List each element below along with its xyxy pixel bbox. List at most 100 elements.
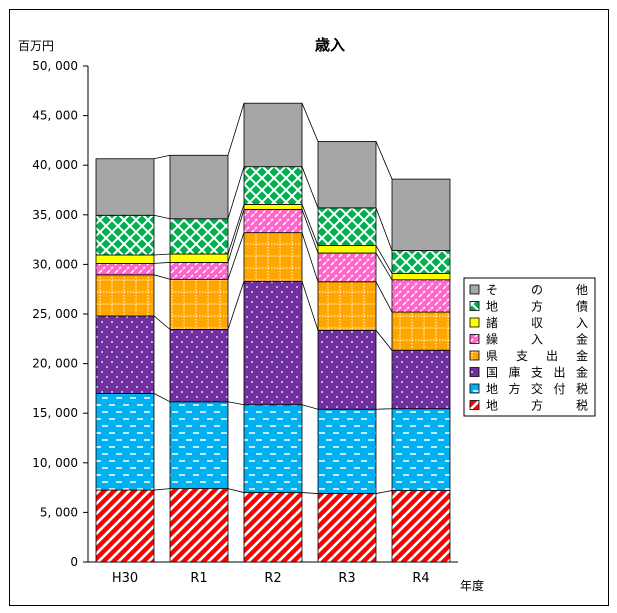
bar-segment — [95, 315, 155, 394]
legend-swatch — [469, 334, 480, 344]
series-connector-line — [301, 209, 319, 254]
series-connector-line — [227, 166, 245, 219]
series-connector-line — [153, 154, 171, 160]
y-tick-label: 5, 000 — [40, 505, 78, 519]
series-connector-line — [375, 245, 393, 274]
y-tick-label: 50, 000 — [32, 59, 78, 73]
series-connector-line — [375, 330, 393, 351]
x-tick-label: R1 — [190, 571, 207, 586]
bar-segment — [243, 203, 303, 210]
series-connector-line — [301, 404, 319, 410]
bar-segment — [391, 311, 451, 351]
series-connector-line — [375, 141, 393, 180]
series-connector-line — [301, 281, 319, 331]
legend-box — [463, 277, 596, 417]
series-connector-line — [301, 232, 319, 282]
legend-swatch — [469, 301, 480, 311]
bar-segment — [391, 279, 451, 313]
y-axis-label: 百万円 — [18, 39, 54, 53]
legend-label: 地 方 債 — [486, 299, 588, 314]
bar-segment — [169, 401, 229, 489]
bar-segment — [169, 253, 229, 263]
series-connector-line — [227, 232, 245, 280]
legend-label: 地 方 税 — [486, 398, 588, 413]
bar-segment — [317, 493, 377, 563]
bar-segment — [317, 245, 377, 254]
legend-swatch — [469, 400, 480, 410]
bar-segment — [317, 408, 377, 494]
bar-segment — [243, 280, 303, 406]
series-connector-line — [375, 281, 393, 313]
legend-swatch — [469, 317, 480, 328]
legend-swatch — [469, 383, 480, 394]
series-connector-line — [153, 214, 171, 220]
x-tick-label: R3 — [338, 571, 355, 586]
y-tick-label: 35, 000 — [32, 208, 78, 222]
y-tick-label: 10, 000 — [32, 456, 78, 470]
plot-area: 0 5, 000 10, 000 15, 000 20, 000 25, 000 30, 0… — [32, 59, 458, 586]
bar-segment — [95, 489, 155, 563]
series-connector-line — [301, 204, 319, 246]
y-tick-label: 25, 000 — [32, 307, 78, 321]
series-connector-line — [227, 401, 245, 406]
chart-frame: 歳入 百万円 年度 0 5, 000 10, 000 15, 000 20, 000 25… — [9, 9, 609, 606]
bar-segment — [95, 274, 155, 317]
series-connector-line — [153, 488, 171, 491]
series-connector-line — [375, 252, 393, 280]
bar-segment — [243, 166, 303, 205]
legend-label: 地方交付税 — [486, 381, 588, 396]
bar-segment — [169, 262, 229, 280]
series-connector-line — [301, 103, 319, 142]
bar-segment — [169, 488, 229, 563]
bar-segment — [317, 207, 377, 246]
bar-segment — [95, 214, 155, 256]
bar-segment — [243, 404, 303, 493]
legend-swatch — [469, 350, 480, 361]
bar-segment — [317, 140, 377, 209]
series-connector-line — [153, 274, 171, 280]
legend-swatch — [469, 284, 480, 295]
series-connector-line — [301, 166, 319, 209]
bar-segment — [95, 254, 155, 264]
series-connector-line — [227, 204, 245, 255]
x-tick-label: H30 — [112, 571, 138, 586]
bar-segment — [95, 158, 155, 216]
y-tick-label: 20, 000 — [32, 357, 78, 371]
bar-segment — [317, 252, 377, 283]
bar-segment — [391, 349, 451, 410]
bar-segment — [243, 492, 303, 563]
series-connector-line — [227, 103, 245, 156]
series-connector-line — [227, 281, 245, 330]
legend-label: 諸 収 入 — [486, 315, 588, 330]
bar-segment — [95, 263, 155, 276]
bar-segment — [391, 178, 451, 251]
series-connector-line — [153, 393, 171, 403]
bar-segment — [243, 232, 303, 282]
y-tick-label: 30, 000 — [32, 257, 78, 271]
y-tick-label: 40, 000 — [32, 158, 78, 172]
legend-label: 県 支 出 金 — [486, 348, 588, 363]
y-tick-label: 0 — [70, 555, 78, 569]
series-connector-line — [153, 315, 171, 330]
y-tick-label: 45, 000 — [32, 109, 78, 123]
series-connector-line — [227, 488, 245, 493]
series-connector-line — [153, 253, 171, 256]
x-tick-label: R2 — [264, 571, 281, 586]
series-connector-line — [153, 262, 171, 264]
series-connector-line — [227, 209, 245, 263]
bar-segment — [391, 408, 451, 491]
bar-segment — [243, 208, 303, 234]
series-connector-line — [375, 207, 393, 251]
chart-title: 歳入 — [315, 36, 345, 54]
bar-segment — [317, 281, 377, 331]
stacked-bar-chart: 歳入 百万円 年度 0 5, 000 10, 000 15, 000 20, 000 25… — [18, 36, 596, 593]
legend-label: そ の 他 — [486, 283, 588, 297]
legend-swatch — [469, 367, 480, 377]
x-tick-label: R4 — [412, 571, 429, 586]
bar-segment — [391, 490, 451, 563]
bar-segment — [169, 154, 229, 220]
bar-segment — [391, 250, 451, 274]
x-axis-label: 年度 — [460, 578, 484, 593]
series-connector-line — [301, 492, 319, 494]
